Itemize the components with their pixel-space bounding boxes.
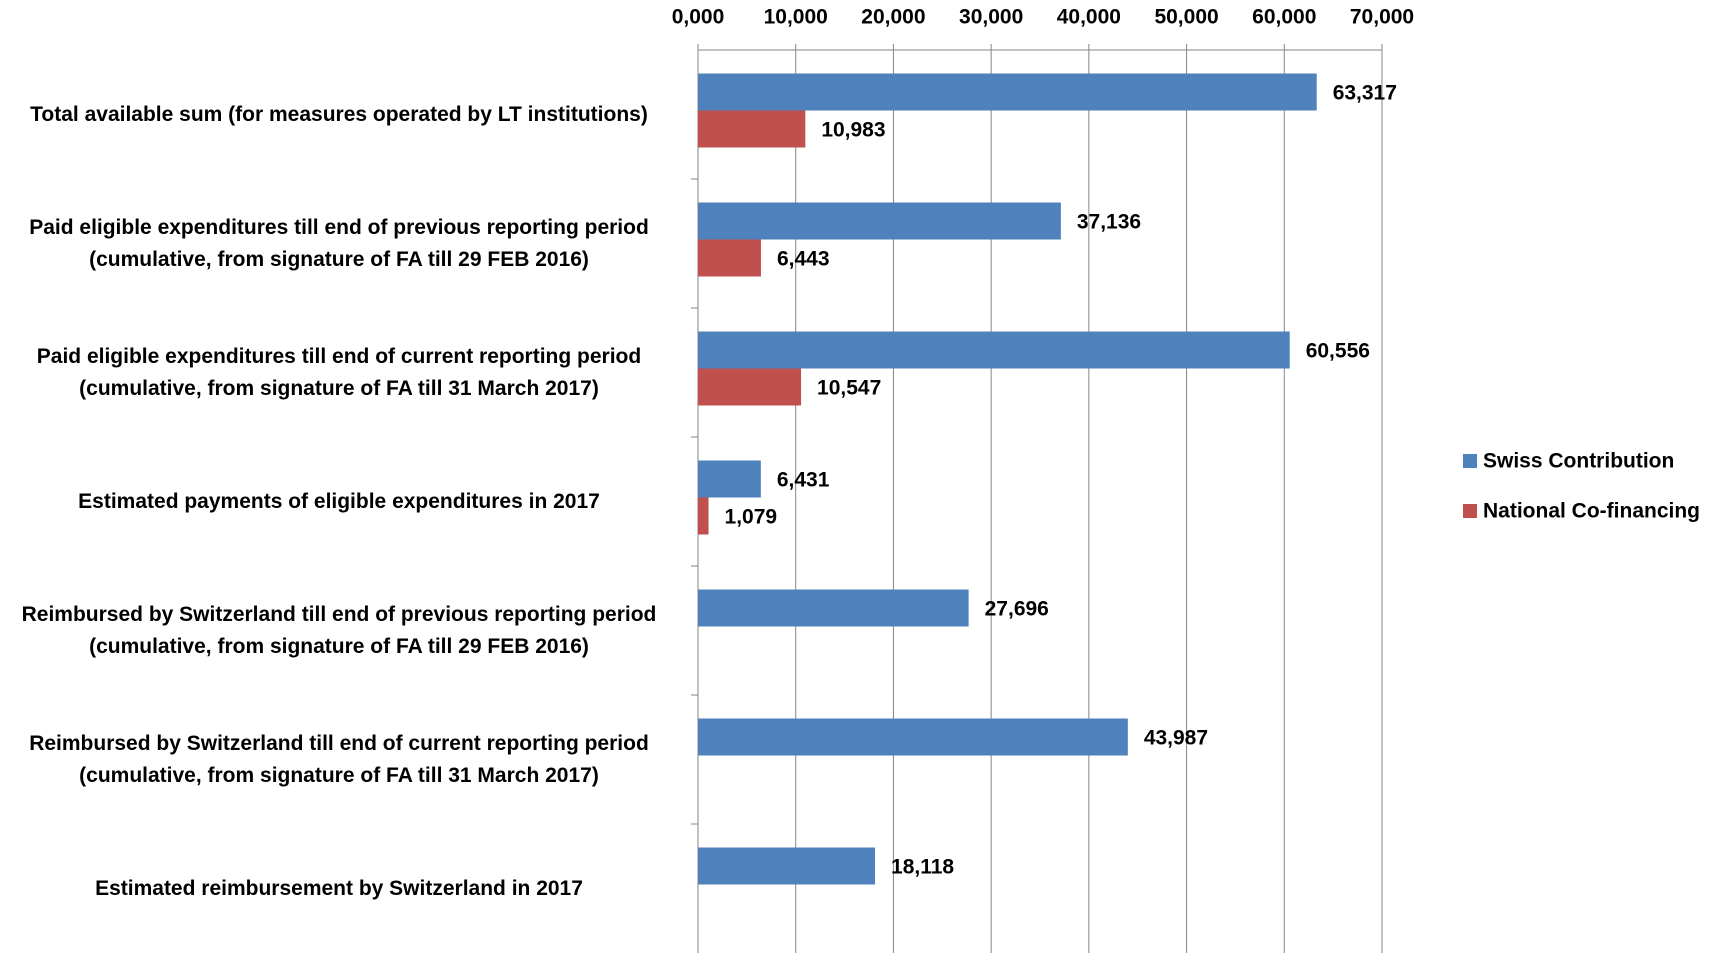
legend-swatch [1463, 454, 1477, 468]
bar [698, 110, 806, 148]
value-label: 27,696 [985, 598, 1049, 621]
y-tick-label: Estimated payments of eligible expenditu… [78, 489, 600, 513]
value-label: 18,118 [891, 856, 954, 879]
bar [698, 73, 1317, 111]
value-label: 37,136 [1077, 211, 1141, 234]
value-label: 60,556 [1306, 340, 1370, 363]
x-tick-label: 0,000 [672, 6, 725, 29]
bar [698, 368, 802, 406]
bar [698, 202, 1061, 240]
y-tick-label: Reimbursed by Switzerland till end of pr… [21, 602, 657, 658]
x-tick-label: 30,000 [959, 6, 1023, 29]
bar [698, 847, 876, 885]
x-tick-label: 50,000 [1154, 6, 1218, 29]
x-tick-label: 40,000 [1057, 6, 1121, 29]
bar [698, 239, 761, 277]
x-tick-label: 20,000 [861, 6, 925, 29]
bar [698, 331, 1290, 369]
value-label: 10,547 [817, 377, 881, 400]
legend-label: National Co-financing [1483, 500, 1700, 523]
bar [698, 460, 761, 498]
x-tick-label: 70,000 [1350, 6, 1414, 29]
legend-label: Swiss Contribution [1483, 450, 1674, 473]
y-tick-label: Paid eligible expenditures till end of c… [36, 344, 642, 400]
legend-swatch [1463, 504, 1477, 518]
y-tick-label: Reimbursed by Switzerland till end of cu… [29, 731, 649, 787]
x-tick-label: 60,000 [1252, 6, 1316, 29]
y-tick-label: Estimated reimbursement by Switzerland i… [95, 876, 583, 900]
bar [698, 718, 1128, 756]
value-label: 43,987 [1144, 727, 1208, 750]
value-label: 6,443 [777, 248, 830, 271]
bar [698, 589, 969, 627]
value-label: 6,431 [777, 469, 830, 492]
value-label: 1,079 [725, 506, 778, 529]
value-label: 10,983 [821, 119, 885, 142]
x-tick-label: 10,000 [764, 6, 828, 29]
value-label: 63,317 [1333, 82, 1397, 105]
y-tick-label: Paid eligible expenditures till end of p… [29, 215, 649, 271]
bar [698, 497, 709, 535]
y-tick-label: Total available sum (for measures operat… [30, 102, 648, 126]
